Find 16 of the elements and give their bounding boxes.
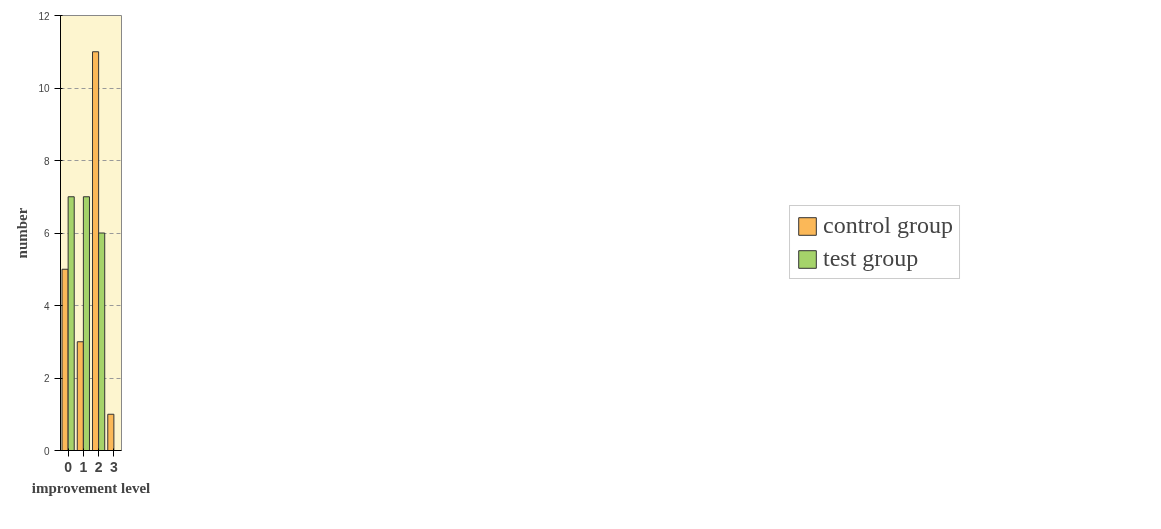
x-axis-title: improvement level — [31, 479, 151, 496]
legend-label: control group — [823, 212, 953, 239]
y-tick-label: 12 — [38, 10, 50, 22]
bar — [107, 413, 115, 451]
y-tick-label: 4 — [43, 300, 50, 312]
x-tick-label: 3 — [109, 458, 118, 475]
y-axis-title: number — [14, 207, 31, 259]
y-tick-label: 8 — [43, 155, 50, 167]
x-tick-label: 2 — [94, 458, 103, 475]
x-tick-label: 0 — [64, 458, 73, 475]
y-tick-label: 2 — [43, 373, 50, 384]
legend-label: test group — [823, 245, 919, 272]
y-tick-label: 10 — [38, 83, 50, 94]
x-tick-label: 1 — [79, 458, 88, 475]
y-tick-label: 0 — [43, 445, 50, 457]
y-tick-label: 6 — [43, 228, 50, 239]
